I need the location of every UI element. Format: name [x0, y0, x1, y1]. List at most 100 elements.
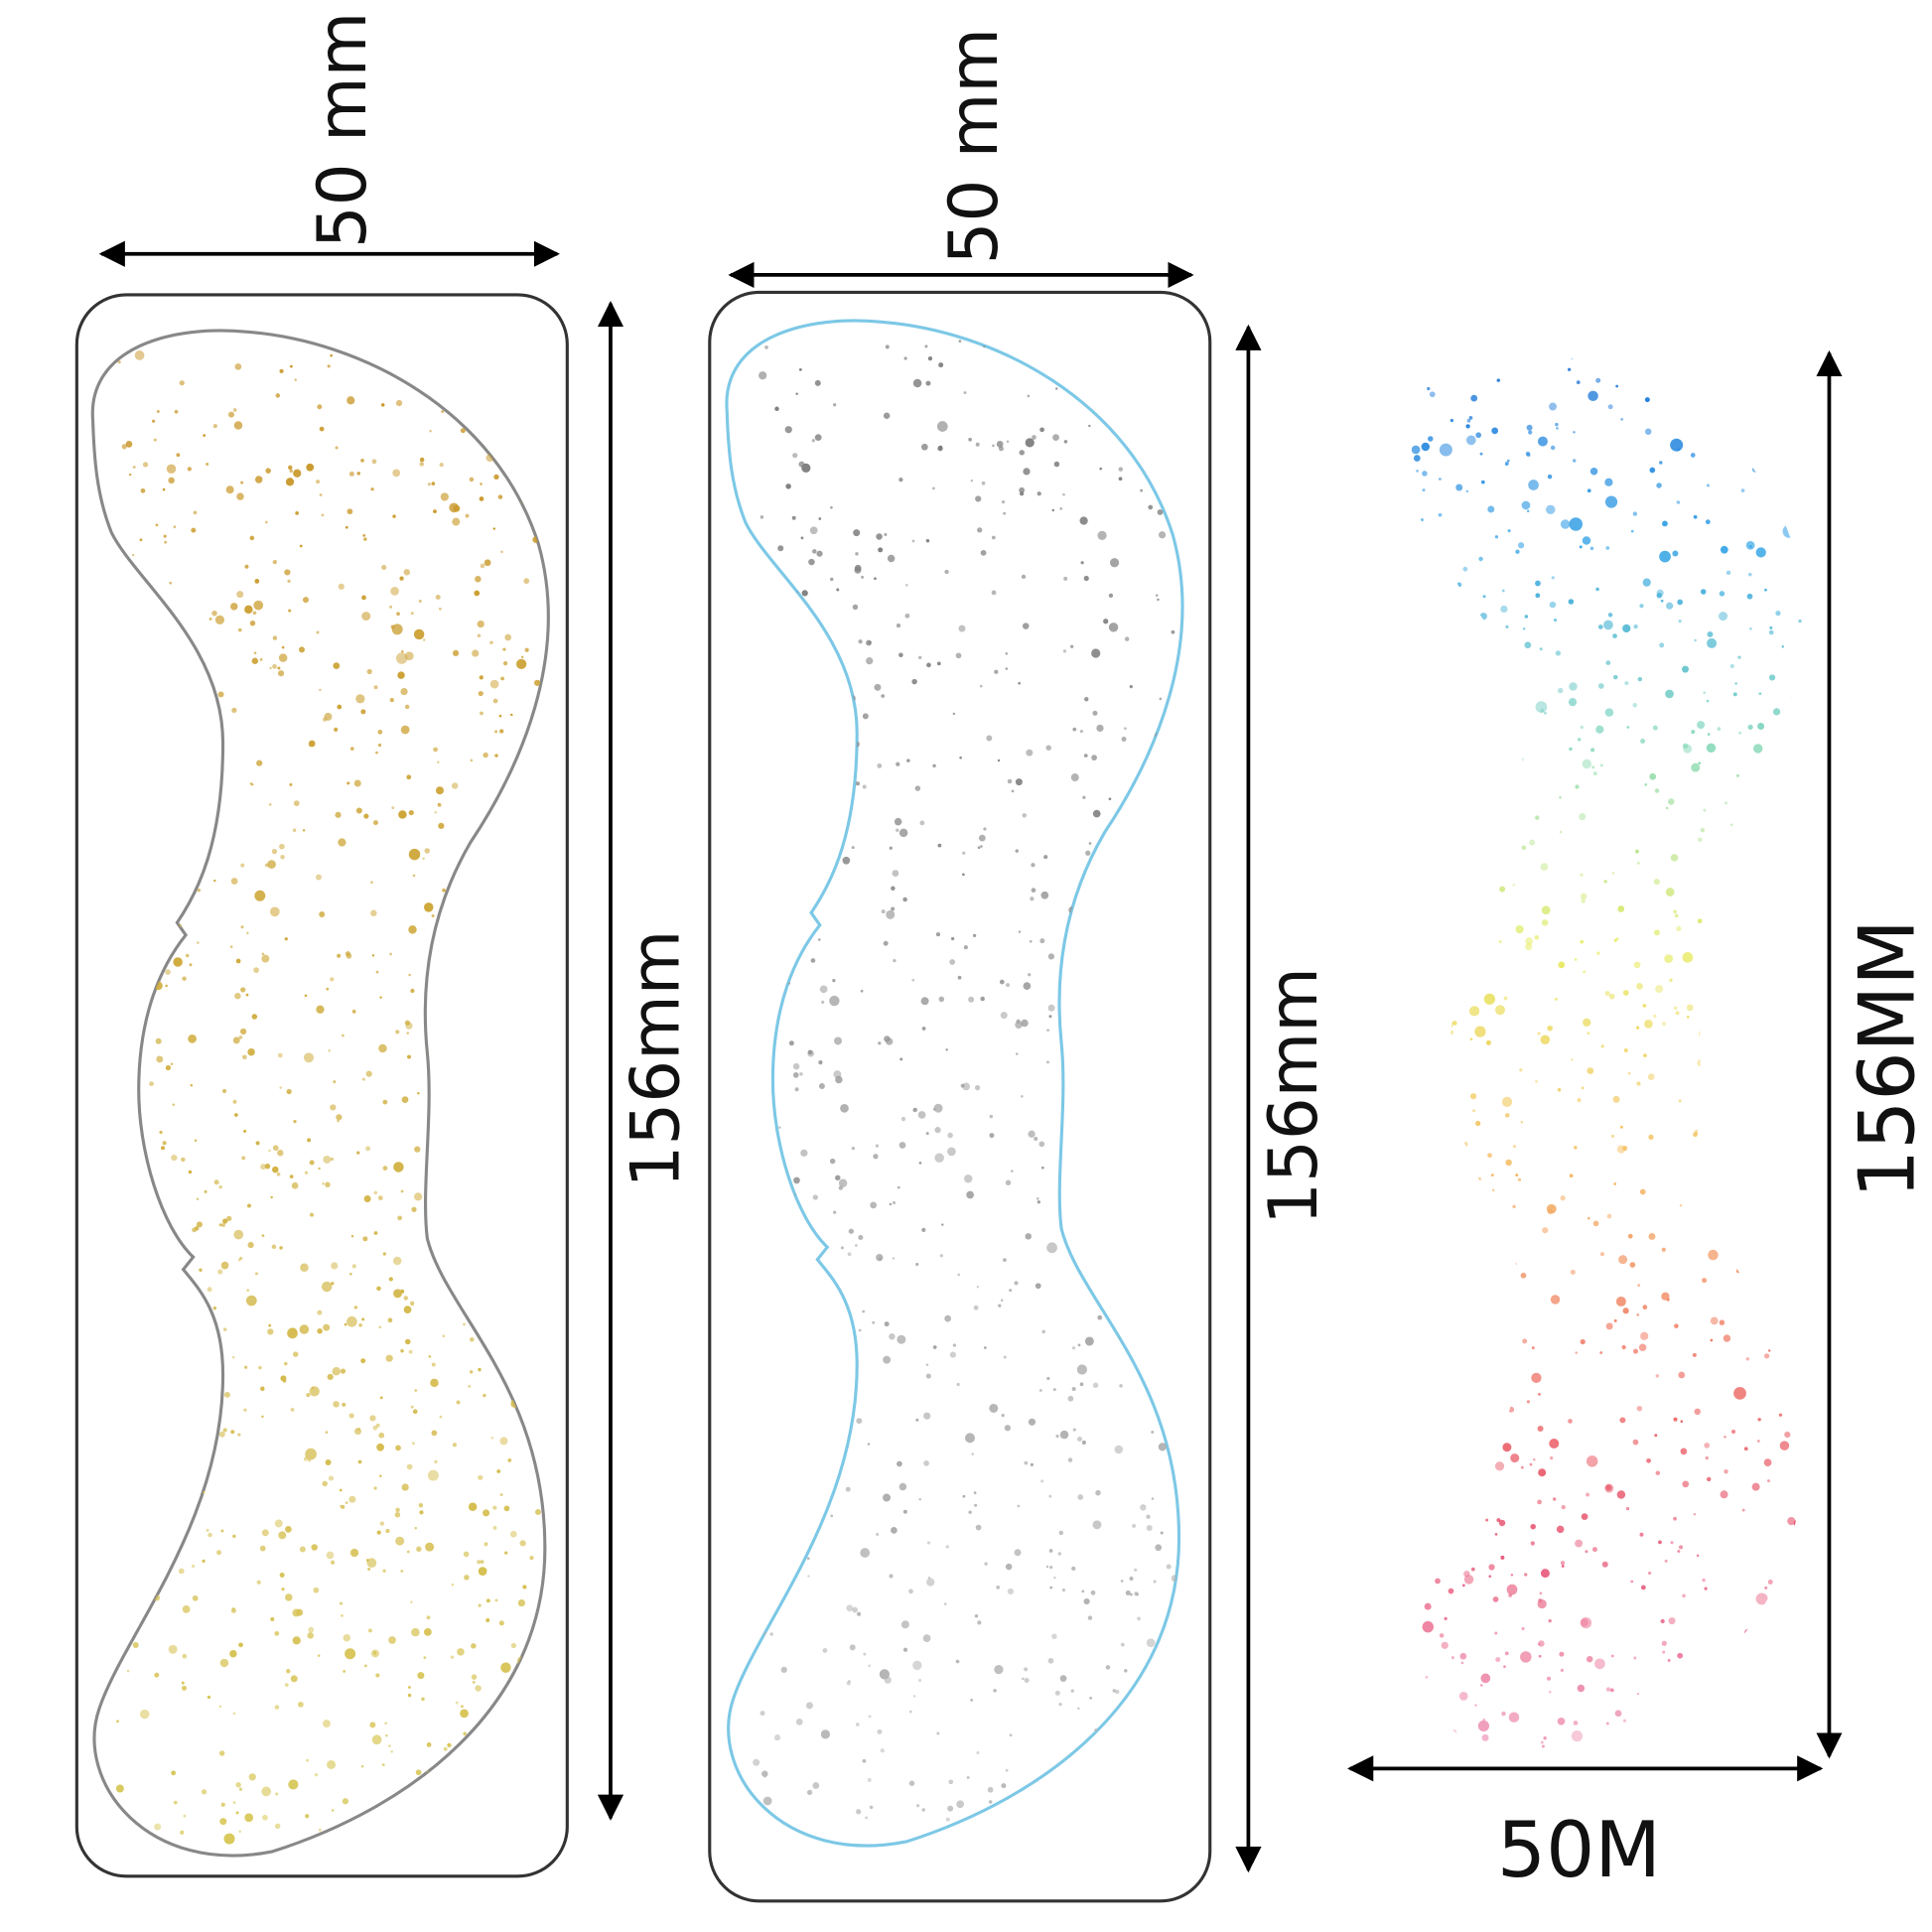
dot	[507, 1457, 512, 1462]
dot	[1524, 1573, 1528, 1577]
dot	[468, 1502, 478, 1511]
dot	[1005, 652, 1009, 655]
dot	[211, 1387, 217, 1393]
dot	[510, 713, 513, 717]
dot	[817, 1389, 820, 1393]
dot	[1071, 1566, 1076, 1571]
dot	[411, 1627, 420, 1637]
dot	[818, 938, 821, 941]
dot	[800, 1149, 808, 1157]
dot	[1413, 1367, 1418, 1372]
dot	[534, 679, 541, 686]
dot	[1120, 1580, 1124, 1583]
dot	[434, 1459, 438, 1464]
dot	[889, 846, 893, 850]
dot	[375, 751, 378, 755]
dot	[296, 1608, 304, 1616]
dot	[302, 597, 309, 604]
dot	[1744, 1628, 1752, 1637]
dot	[400, 725, 410, 735]
dot	[522, 1788, 529, 1795]
dot	[1164, 1679, 1169, 1685]
dot	[1725, 1739, 1729, 1743]
dot	[1700, 589, 1707, 595]
dot	[1428, 436, 1434, 442]
dot	[1445, 898, 1448, 901]
dot	[1669, 978, 1673, 982]
dot	[797, 624, 801, 628]
dot	[529, 1059, 534, 1064]
dot	[814, 379, 821, 386]
dot	[767, 1301, 770, 1305]
dot	[338, 583, 345, 591]
dot	[1505, 1113, 1510, 1118]
dot	[115, 1784, 124, 1793]
dot	[1494, 1532, 1498, 1536]
dot	[477, 620, 484, 628]
dot	[1005, 1563, 1013, 1571]
dot	[222, 1428, 227, 1433]
dot	[213, 717, 219, 723]
dot	[464, 918, 469, 923]
dot	[1624, 681, 1629, 686]
dot	[493, 474, 499, 481]
dot	[382, 1252, 386, 1256]
dot	[889, 1202, 893, 1206]
dot	[1796, 1190, 1803, 1197]
dot	[265, 468, 271, 474]
dot	[1422, 1620, 1435, 1633]
dot	[1559, 795, 1562, 799]
dot	[799, 1347, 804, 1352]
dot	[384, 1722, 388, 1725]
dot	[769, 1632, 773, 1636]
dot	[475, 1151, 479, 1154]
dot	[475, 1685, 482, 1692]
dot	[130, 806, 137, 813]
dot	[1427, 386, 1431, 391]
dot	[1690, 453, 1696, 458]
dot	[1001, 1783, 1007, 1789]
dot	[1418, 1539, 1422, 1543]
dot	[947, 1805, 954, 1812]
dot	[1679, 1545, 1684, 1550]
dot	[1057, 1552, 1062, 1556]
dot	[245, 1295, 257, 1307]
dot	[1732, 692, 1737, 697]
dot	[388, 1636, 396, 1644]
dot	[416, 1546, 422, 1553]
dot	[432, 966, 437, 971]
dot	[1636, 1692, 1640, 1696]
dot	[372, 1425, 378, 1431]
dot	[1449, 418, 1453, 423]
dot	[917, 655, 922, 660]
dot	[125, 440, 133, 448]
dot	[1152, 1112, 1156, 1116]
dot	[1673, 1516, 1677, 1521]
dot	[794, 652, 801, 659]
dot	[947, 1132, 953, 1139]
dot	[772, 1168, 776, 1173]
dot	[865, 1816, 869, 1820]
dot	[270, 1195, 273, 1199]
dot	[217, 1269, 223, 1275]
dot	[883, 1493, 892, 1502]
dot	[1555, 650, 1562, 656]
dot	[204, 1189, 207, 1193]
dot	[852, 1606, 858, 1613]
dot	[1667, 1658, 1671, 1662]
dot	[1477, 1176, 1481, 1181]
dot	[1460, 1661, 1464, 1665]
dot	[1745, 1709, 1749, 1714]
dot	[1039, 1801, 1044, 1805]
dot	[334, 727, 339, 732]
dot	[181, 1157, 186, 1163]
dot	[353, 779, 361, 787]
dot	[1498, 1519, 1506, 1527]
dot	[1583, 970, 1587, 974]
dot	[1796, 1544, 1799, 1548]
dot	[989, 1133, 995, 1139]
dot	[1786, 820, 1790, 824]
dot	[489, 679, 499, 689]
dot	[1092, 1520, 1102, 1530]
dot	[1678, 1099, 1682, 1103]
